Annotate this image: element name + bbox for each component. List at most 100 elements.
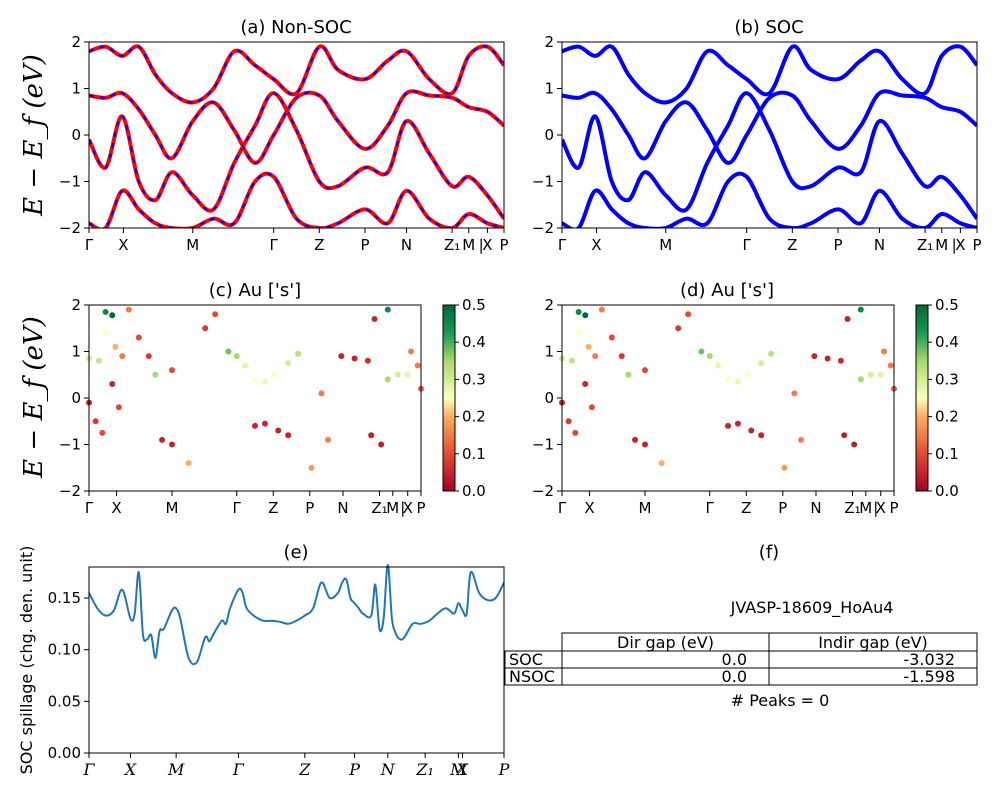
- ytick-label-a: −1: [59, 173, 81, 191]
- scatter-point-d: [642, 441, 648, 448]
- scatter-point-c: [112, 343, 119, 350]
- xtick-label-c: Γ: [85, 499, 94, 517]
- band-line-a-3: [89, 171, 504, 228]
- ytick-label-a: 1: [71, 80, 81, 98]
- scatter-point-d: [598, 306, 605, 313]
- ytick-label-b: 2: [544, 33, 554, 51]
- ytick-label-a: −2: [59, 219, 81, 237]
- scatter-point-d: [734, 378, 741, 385]
- scatter-point-d: [625, 371, 632, 378]
- scatter-point-c: [295, 350, 302, 357]
- ytick-label-c: 1: [71, 343, 81, 361]
- scatter-point-d: [715, 362, 722, 369]
- scatter-point-c: [285, 432, 292, 439]
- scatter-point-c: [275, 427, 282, 434]
- scatter-point-c: [325, 436, 332, 443]
- scatter-point-c: [414, 362, 421, 369]
- xtick-label-e: Z₁: [415, 760, 434, 779]
- xtick-label-c: N: [337, 499, 348, 517]
- table-cell-indir: -3.032: [903, 650, 955, 669]
- scatter-point-c: [109, 312, 116, 319]
- scatter-point-d: [867, 371, 874, 378]
- scatter-point-c: [135, 334, 142, 341]
- scatter-point-c: [351, 355, 358, 362]
- scatter-point-d: [585, 343, 592, 350]
- band-line-a-2: [89, 44, 504, 105]
- scatter-point-c: [271, 371, 278, 378]
- scatter-point-d: [658, 460, 665, 467]
- scatter-point-c: [371, 315, 378, 322]
- xtick-label-e: X: [455, 760, 469, 779]
- colorbar-gradient-c: [442, 304, 456, 492]
- colorbar-tick-label-c: 0.5: [462, 296, 486, 314]
- scatter-point-d: [698, 348, 705, 355]
- band-line-b-1: [562, 89, 977, 165]
- scatter-point-c: [368, 432, 375, 439]
- ytick-label-e: 0.00: [48, 744, 81, 762]
- ylabel-a: E − E_f (eV): [19, 54, 49, 217]
- colorbar-tick-label-d: 0.2: [935, 408, 959, 426]
- ytick-label-a: 0: [71, 126, 81, 144]
- scatter-point-d: [685, 311, 692, 318]
- xtick-label-e: X: [123, 760, 137, 779]
- xtick-label-a: Z: [314, 236, 324, 254]
- xtick-label-d: P: [778, 499, 787, 517]
- xtick-label-d: Γ: [706, 499, 715, 517]
- xtick-label-c: M: [166, 499, 179, 517]
- ytick-label-d: −1: [532, 436, 554, 454]
- scatter-point-c: [364, 357, 371, 364]
- xtick-label-e: Z: [298, 760, 311, 779]
- xtick-label-b: Z₁: [917, 236, 933, 254]
- scatter-point-d: [642, 367, 648, 374]
- ytick-label-b: −2: [532, 219, 554, 237]
- scatter-point-d: [791, 390, 798, 397]
- scatter-point-d: [781, 464, 788, 471]
- ytick-label-c: 0: [71, 389, 81, 407]
- table-row-label: SOC: [509, 650, 543, 669]
- scatter-point-d: [706, 353, 713, 360]
- panel-e-plot: 0.000.050.100.15Γ X M Γ Z P N Z₁ MX P: [48, 563, 510, 779]
- scatter-point-c: [261, 420, 268, 427]
- scatter-point-c: [115, 404, 122, 411]
- ytick-label-c: −1: [59, 436, 81, 454]
- table-header-dir: Dir gap (eV): [617, 633, 714, 652]
- panel-d-title: (d) Au ['s']: [680, 280, 774, 301]
- colorbar-tick-label-d: 0.0: [935, 482, 959, 500]
- gap-table: Dir gap (eV) Indir gap (eV) SOC 0.0 -3.032 NS…: [504, 632, 978, 686]
- xtick-label-c: Z: [268, 499, 278, 517]
- scatter-point-d: [592, 353, 599, 360]
- scatter-point-c: [92, 418, 99, 425]
- xtick-label-b: Γ: [558, 236, 567, 254]
- xtick-label-a: Γ: [269, 236, 278, 254]
- xtick-label-b: Z: [787, 236, 797, 254]
- info-panel: JVASP-18609_HoAu4 Dir gap (eV) Indir gap …: [504, 598, 978, 710]
- xtick-label-a: M: [186, 236, 199, 254]
- scatter-point-c: [408, 348, 415, 355]
- scatter-point-d: [824, 355, 831, 362]
- ytick-label-b: 1: [544, 80, 554, 98]
- xtick-label-c: |: [400, 499, 405, 517]
- ytick-label-d: 2: [544, 296, 554, 314]
- scatter-point-d: [748, 427, 755, 434]
- colorbar-tick-label-d: 0.4: [935, 333, 959, 351]
- ylabel-e: SOC spillage (chg. den. unit): [17, 546, 36, 775]
- band-line-b-2: [562, 44, 977, 105]
- colorbar-tick-label-c: 0.4: [462, 333, 486, 351]
- xtick-label-a: Z₁: [444, 236, 460, 254]
- scatter-point-c: [99, 429, 106, 436]
- xtick-label-b: P: [972, 236, 981, 254]
- ylabel-a-text: E − E_f (eV): [19, 54, 49, 217]
- scatter-point-d: [811, 353, 818, 360]
- axes-frame-b: [561, 41, 978, 229]
- xtick-label-d: M: [859, 499, 872, 517]
- ytick-label-c: 2: [71, 296, 81, 314]
- scatter-point-d: [844, 315, 851, 322]
- scatter-point-d: [572, 429, 579, 436]
- xtick-label-d: |: [873, 499, 878, 517]
- scatter-point-d: [798, 436, 805, 443]
- xtick-label-a: X: [482, 236, 492, 254]
- xtick-label-d: P: [889, 499, 898, 517]
